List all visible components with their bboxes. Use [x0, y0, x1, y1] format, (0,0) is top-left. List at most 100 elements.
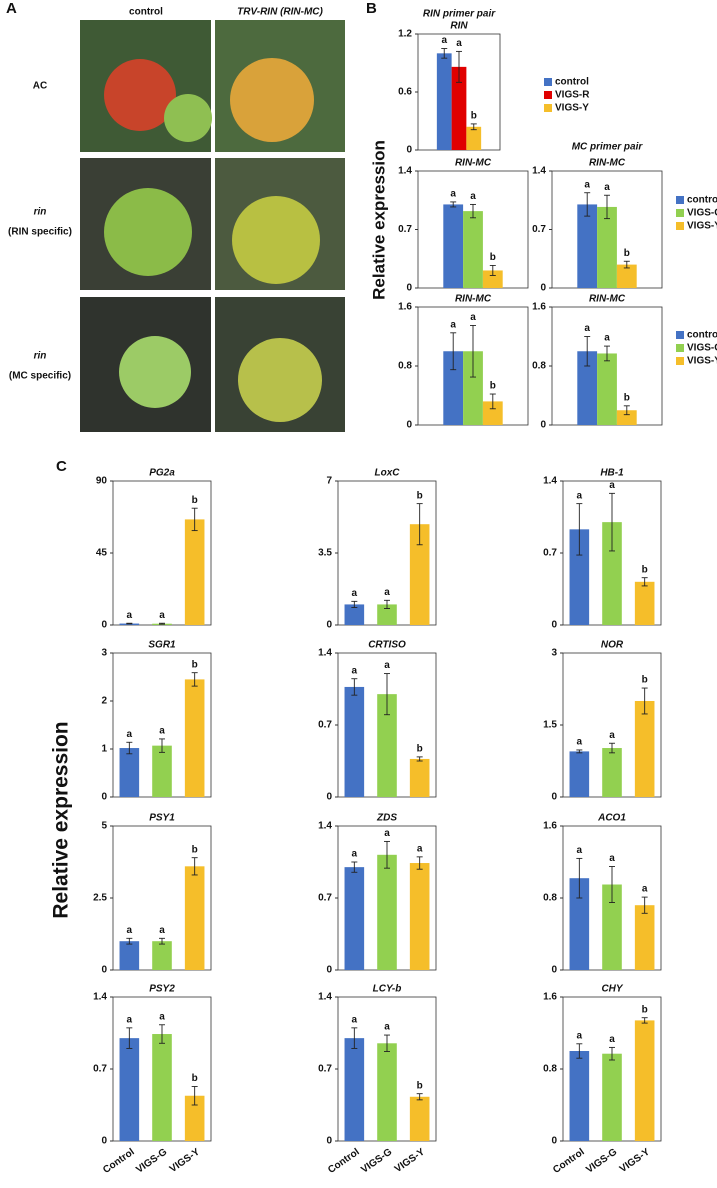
error-bar [576, 1043, 583, 1059]
chart-title: RIN-MC [589, 158, 626, 169]
significance-letter: b [642, 564, 648, 575]
y-tick-label: 0 [326, 792, 332, 803]
error-bar [470, 203, 476, 219]
bar [602, 884, 622, 970]
chart-title: PG2a [149, 468, 175, 479]
error-bar [416, 756, 423, 762]
significance-letter: b [471, 111, 477, 122]
significance-letter: a [450, 319, 456, 330]
y-tick-label: 1.6 [532, 302, 546, 313]
significance-letter: a [352, 665, 358, 676]
error-bar [450, 332, 457, 371]
significance-letter: a [642, 884, 648, 895]
y-tick-label: 0 [406, 145, 412, 156]
bar [443, 204, 464, 288]
error-bar [609, 492, 615, 552]
y-tick-label: 0 [101, 965, 107, 976]
significance-letter: a [609, 1034, 615, 1045]
bar [451, 66, 467, 150]
bar [634, 581, 655, 625]
significance-letter: b [417, 1080, 423, 1091]
row-label: (RIN specific) [8, 227, 72, 238]
y-tick-label: 1.4 [93, 992, 107, 1003]
y-tick-label: 0 [551, 965, 557, 976]
chart-title: SGR1 [148, 640, 176, 651]
row-label: rin [34, 351, 47, 362]
chart-title: PSY2 [149, 984, 175, 995]
legend-label: VIGS-G [687, 208, 717, 219]
significance-letter: a [604, 333, 610, 344]
y-tick-label: 1.4 [318, 648, 332, 659]
y-tick-label: 1.2 [398, 29, 412, 40]
bar [616, 264, 637, 288]
y-axis-label: Relative expression [369, 140, 388, 300]
bar [152, 745, 172, 797]
error-bar [604, 345, 610, 362]
bar [569, 1051, 590, 1141]
y-tick-label: 0.7 [532, 224, 546, 235]
legend-label: VIGS-G [687, 343, 717, 354]
significance-letter: b [624, 392, 630, 403]
error-bar [159, 1024, 165, 1044]
bar [377, 694, 397, 797]
bar [577, 351, 598, 425]
significance-letter: a [577, 845, 583, 856]
error-bar [191, 672, 198, 687]
significance-letter: a [584, 323, 590, 334]
y-tick-label: 1.6 [398, 302, 412, 313]
bar [152, 941, 172, 970]
y-tick-label: 0 [101, 1136, 107, 1147]
bar [184, 866, 205, 970]
x-tick-label: Control [101, 1146, 137, 1176]
error-bar [384, 1034, 390, 1052]
error-bar [641, 577, 648, 587]
significance-letter: a [127, 1014, 133, 1025]
error-bar [489, 393, 496, 410]
legend-swatch [676, 357, 684, 365]
y-tick-label: 0 [551, 1136, 557, 1147]
bar [482, 270, 503, 288]
bar [602, 522, 622, 625]
significance-letter: a [604, 182, 610, 193]
error-bar [159, 738, 165, 753]
y-tick-label: 0.7 [318, 893, 332, 904]
bar [377, 1043, 397, 1141]
tomato [164, 94, 212, 142]
error-bar [191, 857, 198, 876]
y-tick-label: 1 [101, 744, 107, 755]
y-tick-label: 0 [540, 420, 546, 431]
y-tick-label: 1.4 [532, 166, 546, 177]
bar [409, 524, 430, 625]
y-tick-label: 0 [551, 620, 557, 631]
error-bar [641, 896, 648, 914]
chart-title: ACO1 [597, 813, 626, 824]
legend-swatch [544, 78, 552, 86]
significance-letter: b [192, 495, 198, 506]
y-tick-label: 3 [551, 648, 557, 659]
row-label: AC [33, 81, 47, 92]
bar [344, 604, 365, 625]
significance-letter: b [192, 844, 198, 855]
bar [463, 351, 483, 425]
legend-swatch [676, 222, 684, 230]
x-tick-label: Control [551, 1146, 587, 1176]
y-tick-label: 7 [326, 476, 332, 487]
error-bar [470, 324, 476, 378]
error-bar [351, 678, 358, 696]
bar [597, 206, 617, 288]
legend-swatch [676, 196, 684, 204]
bar [409, 758, 430, 797]
bar [482, 401, 503, 425]
error-bar [416, 856, 423, 870]
y-tick-label: 0 [551, 792, 557, 803]
error-bar [126, 1027, 133, 1049]
significance-letter: a [609, 730, 615, 741]
y-tick-label: 0.8 [532, 361, 546, 372]
significance-letter: a [384, 828, 390, 839]
significance-letter: a [441, 35, 447, 46]
error-bar [126, 937, 133, 945]
primer-header: RIN primer pair [423, 9, 496, 20]
significance-letter: b [490, 252, 496, 263]
